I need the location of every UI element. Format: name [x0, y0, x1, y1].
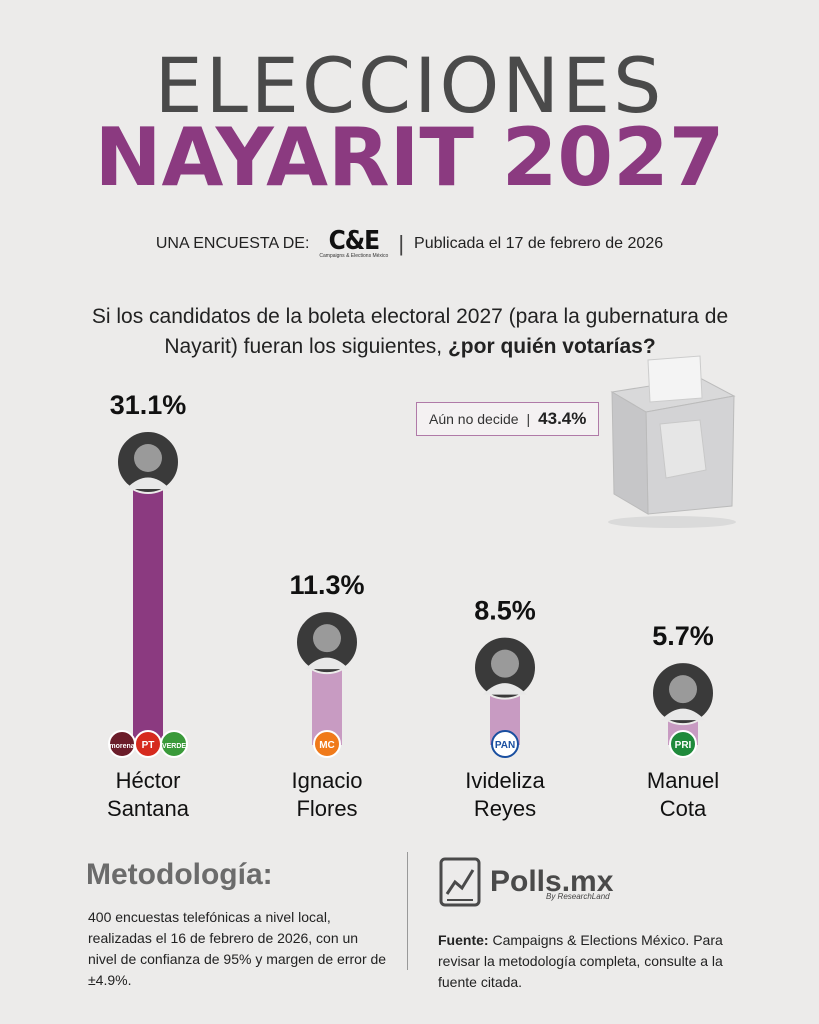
avatar-head-3: [669, 675, 697, 704]
party-logo-label-0-0: morena: [109, 743, 134, 750]
bar-0: [133, 462, 163, 745]
question-text: Si los candidatos de la boleta electoral…: [91, 305, 729, 358]
candidate-name-3-1: Cota: [660, 796, 707, 821]
value-label-0: 31.1%: [110, 390, 187, 420]
ce-logo: C&E Campaigns & Elections México: [319, 228, 388, 259]
methodology-text: 400 encuestas telefónicas a nivel local,…: [88, 909, 387, 988]
ce-logo-text: C&E: [328, 226, 381, 256]
party-logo-label-0-2: VERDE: [162, 743, 186, 750]
candidate-name-3-0: Manuel: [647, 768, 719, 793]
value-label-2: 8.5%: [474, 596, 536, 626]
byline-separator: |: [398, 230, 405, 256]
title-line-1: ELECCIONES: [154, 41, 665, 130]
footer-divider: [407, 852, 408, 970]
avatar-head-1: [313, 624, 341, 653]
party-logo-label-1-0: MC: [319, 740, 335, 751]
survey-question: Si los candidatos de la boleta electoral…: [90, 302, 730, 362]
candidate-name-0-1: Santana: [107, 796, 190, 821]
polls-mx-logo: Polls.mx By ResearchLand: [438, 856, 613, 908]
candidate-name-1-1: Flores: [296, 796, 357, 821]
party-logo-2-0: [491, 730, 519, 758]
avatar-0: [116, 430, 180, 494]
avatar-3: [651, 661, 715, 726]
byline-published: Publicada el 17 de febrero de 2026: [414, 234, 664, 252]
ballot-box-icon: [608, 355, 736, 528]
source-label: Fuente:: [438, 932, 489, 948]
party-logo-label-0-1: PT: [142, 740, 155, 751]
question-emphasis: ¿por quién votarías?: [447, 335, 656, 358]
avatar-shoulders-1: [305, 657, 349, 670]
party-logo-label-3-0: PRI: [675, 740, 692, 751]
value-label-3: 5.7%: [652, 621, 714, 651]
source-text: Campaigns & Elections México. Para revis…: [438, 932, 723, 990]
avatar-shoulders-2: [483, 683, 527, 695]
candidate-name-0-0: Héctor: [116, 768, 181, 793]
avatar-shoulders-3: [661, 708, 705, 721]
candidate-name-2-0: Ivideliza: [465, 768, 545, 793]
candidate-name-1-0: Ignacio: [292, 768, 363, 793]
candidate-name-2-1: Reyes: [474, 796, 536, 821]
byline: UNA ENCUESTA DE: C&E Campaigns & Electio…: [0, 228, 819, 259]
party-logo-1-0: [313, 730, 341, 758]
undecided-value: 43.4%: [538, 409, 587, 428]
avatar-1: [295, 610, 359, 675]
party-logo-label-2-0: PAN: [495, 740, 515, 751]
avatar-head-2: [491, 649, 519, 678]
avatar-head-0: [134, 444, 162, 472]
avatar-2: [473, 635, 537, 700]
undecided-separator: |: [526, 411, 531, 427]
byline-prefix: UNA ENCUESTA DE:: [155, 234, 310, 252]
polls-chart-icon: [439, 857, 481, 907]
title-line-2: NAYARIT 2027: [94, 111, 725, 204]
avatar-shoulders-0: [126, 477, 170, 489]
value-label-1: 11.3%: [289, 570, 364, 600]
source-note: Fuente: Campaigns & Elections México. Pa…: [438, 930, 748, 993]
ce-logo-subtext: Campaigns & Elections México: [319, 253, 389, 259]
polls-logo-sub: By ResearchLand: [546, 892, 610, 901]
polls-logo-name: Polls.mx: [490, 865, 614, 898]
undecided-box: Aún no decide | 43.4%: [416, 402, 600, 436]
methodology-title: Metodología:: [86, 858, 273, 891]
undecided-label: Aún no decide: [429, 411, 519, 427]
party-logo-3-0: [669, 730, 697, 758]
party-logo-0-2: [160, 730, 188, 758]
